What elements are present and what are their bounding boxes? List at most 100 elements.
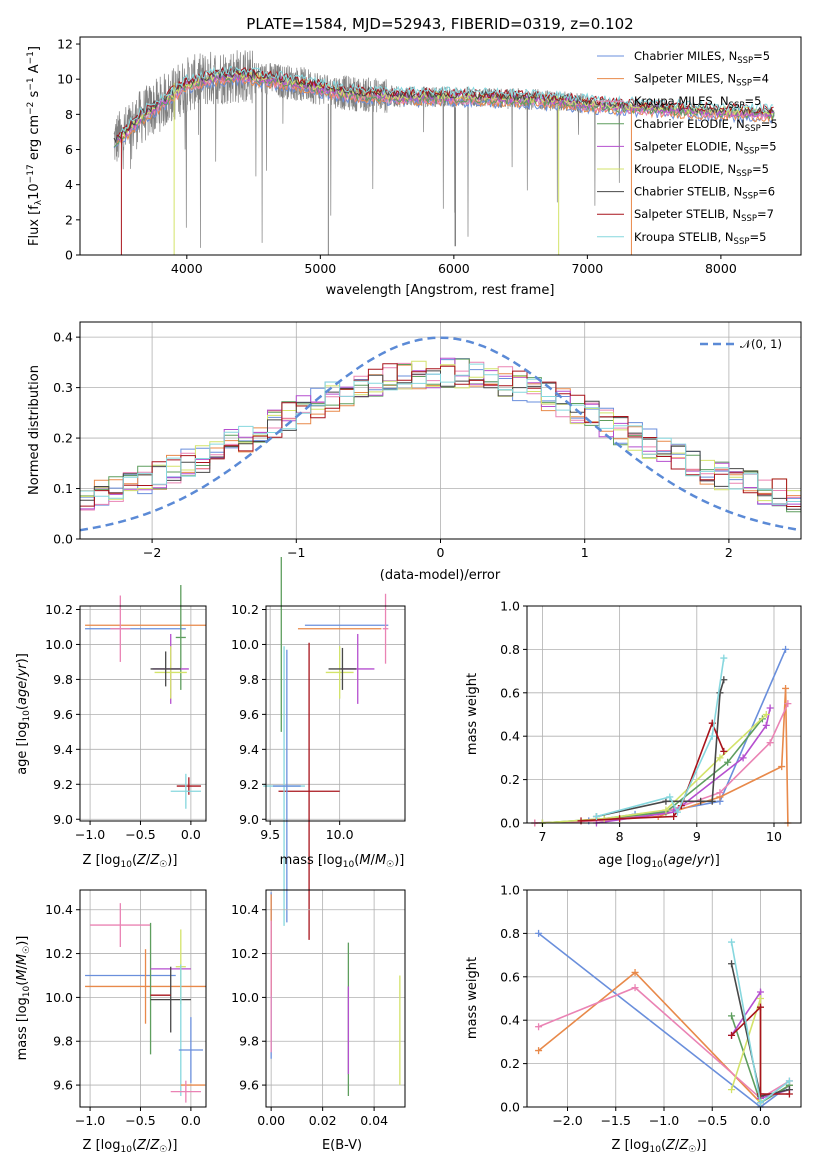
- weight-marker: [762, 721, 770, 729]
- weight-line-salpeter_stelib: [580, 721, 725, 822]
- age_vs_mass-panel: 9.5 10.0 9.0 9.2 9.4 9.6 9.8 10.0 10.2: [231, 557, 406, 940]
- model-spectrum-chabrier_stelib: [113, 68, 775, 144]
- y-tick-label: 9.8: [53, 1034, 73, 1049]
- ageM-xlabel: mass [log10(M/M☉)]: [280, 853, 405, 870]
- y-tick-label: 9.6: [239, 1078, 259, 1093]
- weight-marker: [728, 1086, 736, 1094]
- weight-line-kroupa_miles: [538, 986, 790, 1100]
- mass_vs_Z-grid: [80, 890, 206, 1107]
- x-tick-label: 0.02: [309, 1113, 337, 1128]
- weight-marker: [592, 812, 600, 820]
- x-tick-label: 7: [538, 829, 546, 844]
- spectrum-ticks: 4000 5000 6000 7000 8000 0 2 4 6 8 10 12: [57, 37, 737, 276]
- wZ-xlabel: Z [log10(Z/Z☉)]: [612, 1138, 707, 1155]
- y-tick-label: 10: [57, 72, 73, 87]
- y-tick-label: 0.1: [53, 481, 73, 496]
- small-panels: −1.0 −0.5 0.0 9.0 9.2 9.4 9.6 9.8 10.0 10.2 9.5 10.…: [45, 557, 802, 1128]
- y-tick-label: 9.2: [239, 777, 259, 792]
- weight-marker: [708, 732, 716, 740]
- hist-kroupa_stelib: [80, 363, 801, 505]
- weight-marker: [616, 815, 624, 823]
- x-tick-label: 0.00: [257, 1113, 285, 1128]
- massZ-ylabel: mass [log10(M/M☉)]: [15, 936, 32, 1061]
- y-tick-label: 0.4: [500, 729, 520, 744]
- weight-line-kroupa_elodie: [542, 713, 767, 824]
- age_vs_Z-grid: [80, 606, 206, 821]
- weight-marker: [782, 684, 790, 692]
- residual-xlabel: (data-model)/error: [380, 568, 501, 583]
- legend-label-kroupa_elodie: Kroupa ELODIE, NSSP=5: [634, 162, 769, 179]
- x-tick-label: −1.0: [75, 827, 105, 842]
- x-tick-label: 8: [616, 829, 624, 844]
- y-tick-label: 0.3: [53, 380, 73, 395]
- weight-marker: [535, 1047, 543, 1055]
- model-spectrum-kroupa_miles: [118, 73, 774, 143]
- x-tick-label: 8000: [705, 261, 737, 276]
- weight-marker: [708, 797, 716, 805]
- age_vs_mass-frame: [265, 605, 406, 822]
- x-tick-label: −0.5: [125, 1113, 155, 1128]
- y-tick-label: 10.2: [231, 602, 259, 617]
- weight-marker: [716, 754, 724, 762]
- x-tick-label: 2: [725, 545, 733, 560]
- ageZ-ylabel: age [log10(age/yr)]: [15, 653, 32, 775]
- mass_vs_Z-marks: [85, 903, 206, 1103]
- mass_vs_ebv-frame: [265, 889, 406, 1108]
- weight-marker: [662, 806, 670, 814]
- weight-marker: [728, 938, 736, 946]
- y-tick-label: 0.4: [500, 1013, 520, 1028]
- spectrum-panel: 4000 5000 6000 7000 8000 0 2 4 6 8 10 12 wavelength…: [26, 36, 802, 298]
- weight_vs_Z-panel: −2.0 −1.5 −1.0 −0.5 0.0 0.0 0.2 0.4 0.6 0.8 1.0: [500, 883, 802, 1128]
- weight-marker: [778, 763, 786, 771]
- weight-marker: [720, 654, 728, 662]
- residual-histograms: [80, 357, 801, 513]
- x-tick-label: −2: [143, 545, 161, 560]
- model-spectrum-kroupa_stelib: [118, 65, 774, 137]
- y-tick-label: 9.8: [53, 672, 73, 687]
- y-tick-label: 9.0: [53, 812, 73, 827]
- spectrum-ylabel: Flux [fλ10−17 erg cm−2 s−1 A−1]: [26, 46, 44, 246]
- x-tick-label: −1.0: [75, 1113, 105, 1128]
- weight-marker: [785, 1090, 793, 1098]
- weight-marker: [716, 689, 724, 697]
- weight_vs_age-marks: [531, 645, 792, 827]
- y-tick-label: 10.2: [45, 946, 73, 961]
- y-tick-label: 1.0: [500, 599, 520, 614]
- weight-marker: [782, 645, 790, 653]
- legend-label-chabrier_stelib: Chabrier STELIB, NSSP=6: [634, 185, 775, 202]
- y-tick-label: 9.4: [53, 742, 73, 757]
- weight_vs_age-grid: [527, 605, 801, 824]
- spectrum-xlabel: wavelength [Angstrom, rest frame]: [326, 283, 555, 298]
- x-tick-label: 0.0: [181, 1113, 201, 1128]
- weight-marker: [535, 1023, 543, 1031]
- weight-marker: [756, 988, 764, 996]
- y-tick-label: 12: [57, 37, 73, 52]
- y-tick-label: 10.0: [231, 990, 259, 1005]
- weight-marker: [670, 812, 678, 820]
- wage-ylabel: mass weight: [465, 673, 480, 755]
- y-tick-label: 4: [65, 177, 73, 192]
- weight-line-kroupa_stelib: [596, 657, 725, 818]
- y-tick-label: 9.6: [53, 1078, 73, 1093]
- age_vs_Z-marks: [85, 585, 206, 809]
- x-tick-label: 0.0: [181, 827, 201, 842]
- legend-normal-label: 𝒩(0, 1): [740, 337, 782, 351]
- residual-ticks: −2 −1 0 1 2 0.0 0.1 0.2 0.3 0.4: [53, 330, 733, 560]
- y-tick-label: 0: [65, 248, 73, 263]
- y-tick-label: 9.8: [239, 1034, 259, 1049]
- weight-marker: [535, 929, 543, 937]
- weight-marker: [766, 704, 774, 712]
- x-tick-label: −1.0: [649, 1113, 679, 1128]
- mass_vs_ebv-grid: [266, 890, 405, 1107]
- weight-marker: [674, 808, 682, 816]
- residual-grid: [80, 322, 801, 539]
- y-tick-label: 0.6: [500, 969, 520, 984]
- normal-curve: [79, 336, 802, 532]
- weight-marker: [766, 739, 774, 747]
- weight-marker: [716, 789, 724, 797]
- weight-marker: [728, 1031, 736, 1039]
- x-tick-label: 5000: [304, 261, 336, 276]
- massZ-xlabel: Z [log10(Z/Z☉)]: [83, 1138, 178, 1155]
- wZ-ylabel: mass weight: [465, 957, 480, 1039]
